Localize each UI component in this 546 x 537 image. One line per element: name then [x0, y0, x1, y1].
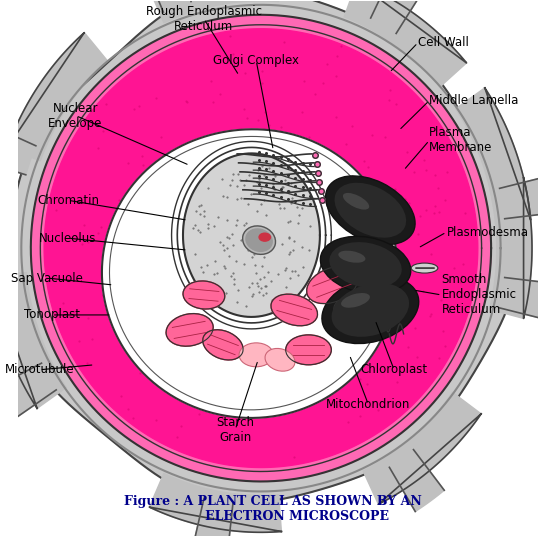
Polygon shape — [10, 0, 519, 503]
Text: Smooth
Endoplasmic
Reticulum: Smooth Endoplasmic Reticulum — [442, 273, 517, 316]
Polygon shape — [500, 278, 546, 320]
Ellipse shape — [203, 330, 243, 360]
Ellipse shape — [331, 283, 409, 337]
Ellipse shape — [265, 349, 295, 371]
Text: Microtubule: Microtubule — [4, 364, 74, 376]
Polygon shape — [456, 88, 531, 224]
Polygon shape — [149, 0, 281, 23]
Ellipse shape — [246, 229, 272, 251]
Text: Chloroplast: Chloroplast — [360, 364, 428, 376]
Ellipse shape — [307, 266, 358, 303]
Ellipse shape — [322, 277, 419, 344]
Text: Starch
Grain: Starch Grain — [216, 416, 254, 444]
Ellipse shape — [271, 294, 318, 326]
Text: Nuclear
Envelope: Nuclear Envelope — [49, 101, 103, 129]
Text: Tonoplast: Tonoplast — [23, 308, 80, 322]
Ellipse shape — [329, 242, 402, 288]
Ellipse shape — [325, 176, 415, 244]
Polygon shape — [44, 29, 478, 468]
Ellipse shape — [321, 236, 411, 294]
Text: Cell Wall: Cell Wall — [418, 36, 469, 49]
Polygon shape — [144, 0, 191, 12]
Polygon shape — [389, 449, 444, 512]
Text: Figure : A PLANT CELL AS SHOWN BY AN
           ELECTRON MICROSCOPE: Figure : A PLANT CELL AS SHOWN BY AN ELE… — [124, 495, 422, 523]
Polygon shape — [0, 273, 66, 408]
Polygon shape — [344, 0, 466, 87]
Ellipse shape — [286, 335, 331, 365]
Text: Mitochondrion: Mitochondrion — [327, 398, 411, 411]
Ellipse shape — [411, 263, 438, 273]
Polygon shape — [489, 178, 532, 318]
Text: Plasma
Membrane: Plasma Membrane — [429, 126, 492, 155]
Ellipse shape — [239, 343, 274, 367]
Ellipse shape — [341, 293, 370, 308]
Ellipse shape — [183, 281, 225, 309]
Polygon shape — [500, 176, 546, 219]
Text: Sap Vacuole: Sap Vacuole — [11, 272, 83, 285]
Polygon shape — [149, 474, 281, 532]
Polygon shape — [102, 129, 398, 418]
Polygon shape — [0, 125, 36, 175]
Text: Golgi Complex: Golgi Complex — [213, 54, 299, 67]
Polygon shape — [371, 0, 423, 33]
Polygon shape — [183, 154, 320, 317]
Ellipse shape — [339, 251, 365, 263]
Polygon shape — [363, 393, 481, 504]
Text: Nucleolus: Nucleolus — [39, 231, 97, 245]
Ellipse shape — [242, 226, 276, 255]
Polygon shape — [0, 363, 56, 418]
Text: Plasmodesma: Plasmodesma — [447, 226, 529, 238]
Ellipse shape — [166, 314, 213, 346]
Text: Rough Endoplasmic
Reticulum: Rough Endoplasmic Reticulum — [146, 5, 262, 33]
Polygon shape — [192, 498, 233, 537]
Ellipse shape — [334, 300, 369, 330]
Polygon shape — [31, 15, 491, 482]
Text: Chromatin: Chromatin — [37, 194, 99, 207]
Ellipse shape — [343, 193, 369, 209]
Ellipse shape — [259, 233, 270, 241]
Ellipse shape — [335, 183, 406, 238]
Polygon shape — [8, 33, 107, 161]
Text: Middle Lamella: Middle Lamella — [429, 94, 519, 107]
